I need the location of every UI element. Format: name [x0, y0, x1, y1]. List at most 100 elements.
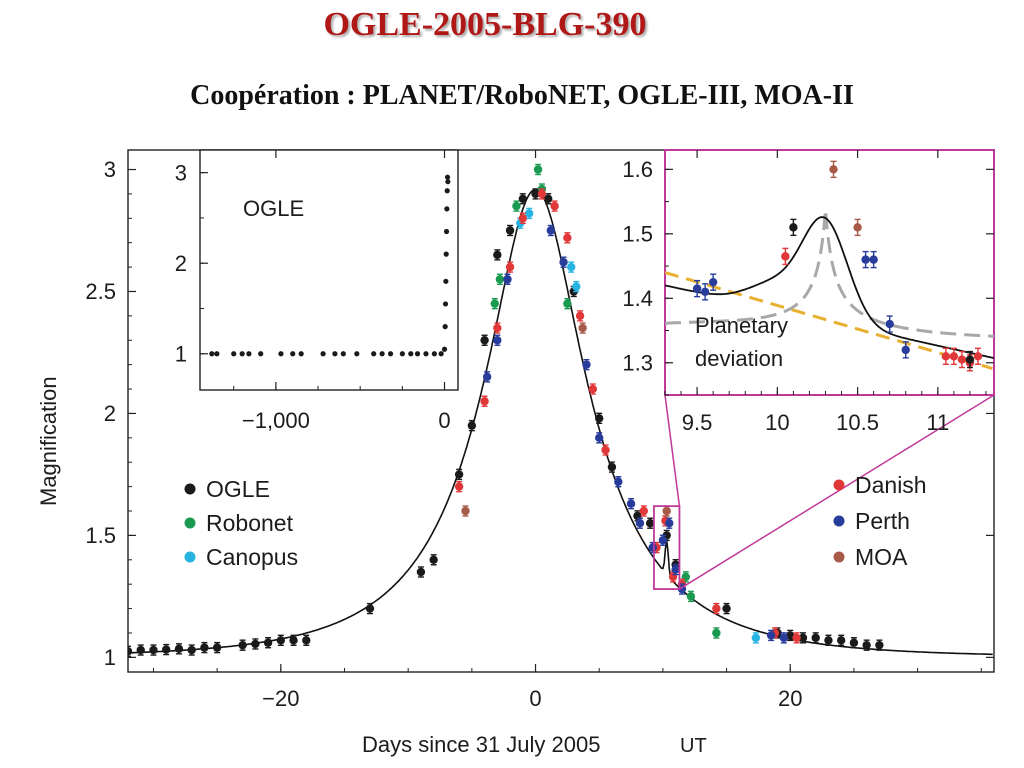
- data-point-danish: [712, 604, 721, 613]
- data-point-danish: [454, 482, 464, 491]
- data-point-robonet: [686, 592, 696, 601]
- data-point-ogle: [302, 636, 311, 645]
- data-point-ogle: [824, 636, 833, 645]
- data-point-ogle: [493, 250, 502, 260]
- legend: OGLE Robonet Canopus Danish Perth MOA: [184, 472, 927, 570]
- y-tick-label: 1: [104, 645, 116, 670]
- data-point-ogle: [379, 351, 385, 357]
- x-axis-unit: UT: [680, 735, 707, 757]
- data-point-perth: [614, 477, 623, 486]
- data-point-canopus: [572, 282, 581, 291]
- page-subtitle: Coopération : PLANET/RoboNET, OGLE-III, …: [190, 80, 854, 111]
- data-point-ogle: [231, 351, 237, 357]
- x-tick-label: 11: [926, 410, 949, 435]
- data-point-ogle: [238, 640, 247, 650]
- y-tick-label: 1.5: [85, 523, 116, 548]
- legend-label-perth: Perth: [855, 508, 910, 534]
- y-axis-label: Magnification: [36, 376, 61, 506]
- planetary-deviation-line1: Planetary: [695, 313, 788, 338]
- data-point-ogle: [332, 351, 338, 357]
- legend-marker-perth: [833, 515, 845, 527]
- data-point-ogle: [263, 638, 273, 647]
- data-point-moa: [662, 506, 671, 516]
- data-point-ogle: [209, 351, 215, 357]
- data-point-ogle: [607, 462, 617, 472]
- x-axis-label: Days since 31 July 2005: [362, 732, 600, 757]
- legend-label-ogle: OGLE: [206, 476, 270, 502]
- data-point-ogle: [258, 351, 264, 357]
- data-point-ogle: [438, 351, 444, 357]
- legend-marker-canopus: [184, 551, 196, 563]
- data-point-perth: [665, 519, 674, 528]
- y-tick-label: 3: [104, 157, 116, 182]
- data-point-ogle: [505, 226, 515, 235]
- data-point-ogle: [387, 351, 394, 357]
- data-point-perth: [901, 345, 910, 355]
- legend-label-robonet: Robonet: [206, 510, 294, 536]
- data-point-ogle: [429, 555, 438, 564]
- data-point-perth: [869, 255, 878, 264]
- main-data-points: [128, 163, 884, 657]
- data-point-canopus: [524, 209, 534, 218]
- legend-label-canopus: Canopus: [206, 544, 298, 570]
- data-point-ogle: [862, 640, 871, 650]
- data-point-ogle: [320, 351, 326, 357]
- data-point-ogle: [431, 351, 437, 357]
- legend-label-moa: MOA: [855, 544, 908, 570]
- x-tick-label: −20: [262, 686, 299, 711]
- data-point-ogle: [454, 470, 464, 479]
- data-point-moa: [461, 506, 470, 516]
- data-point-robonet: [563, 299, 572, 308]
- data-point-ogle: [444, 174, 451, 180]
- data-point-ogle: [239, 351, 245, 357]
- data-point-ogle: [836, 636, 846, 645]
- data-point-robonet: [512, 201, 521, 211]
- data-point-ogle: [789, 223, 798, 232]
- data-point-ogle: [965, 355, 975, 364]
- y-tick-label: 2.5: [85, 279, 116, 304]
- data-point-ogle: [371, 351, 377, 357]
- data-point-ogle: [136, 645, 145, 655]
- data-point-ogle: [289, 636, 298, 645]
- data-point-ogle: [443, 228, 450, 235]
- data-point-ogle: [875, 640, 884, 650]
- legend-label-danish: Danish: [855, 472, 927, 498]
- data-point-danish: [575, 311, 585, 321]
- data-point-ogle: [798, 633, 808, 643]
- data-point-danish: [792, 633, 801, 643]
- data-point-perth: [546, 226, 556, 235]
- data-point-ogle: [443, 278, 449, 284]
- data-point-moa: [853, 223, 862, 232]
- data-point-ogle: [645, 519, 655, 528]
- y-tick-label: 2: [175, 251, 187, 276]
- data-point-robonet: [533, 165, 543, 174]
- inset-left-ticks: −1,000 0 1 2 3: [175, 150, 451, 433]
- data-point-ogle: [278, 351, 284, 357]
- data-point-perth: [648, 543, 657, 552]
- data-point-ogle: [811, 633, 820, 643]
- data-point-danish: [973, 352, 983, 361]
- data-point-danish: [601, 445, 610, 455]
- legend-marker-danish: [833, 479, 845, 491]
- data-point-perth: [700, 287, 710, 297]
- baseline-dashed-curve: [665, 271, 993, 370]
- data-point-danish: [537, 189, 547, 199]
- data-point-danish: [957, 355, 967, 364]
- data-point-danish: [781, 252, 790, 261]
- inset-left-title: OGLE: [243, 196, 304, 221]
- data-point-danish: [949, 352, 959, 361]
- data-point-ogle: [200, 643, 209, 652]
- data-point-ogle: [722, 604, 731, 613]
- data-point-perth: [658, 536, 668, 545]
- data-point-perth: [885, 319, 894, 329]
- data-point-canopus: [566, 262, 576, 272]
- data-point-ogle: [162, 645, 171, 654]
- zoom-connector-group: [653, 394, 995, 590]
- data-point-ogle: [408, 351, 414, 357]
- data-point-perth: [595, 433, 604, 443]
- page-title: OGLE-2005-BLG-390: [323, 6, 647, 43]
- x-tick-label: 0: [529, 686, 541, 711]
- data-point-ogle: [518, 194, 527, 203]
- y-tick-label: 1.4: [622, 286, 653, 311]
